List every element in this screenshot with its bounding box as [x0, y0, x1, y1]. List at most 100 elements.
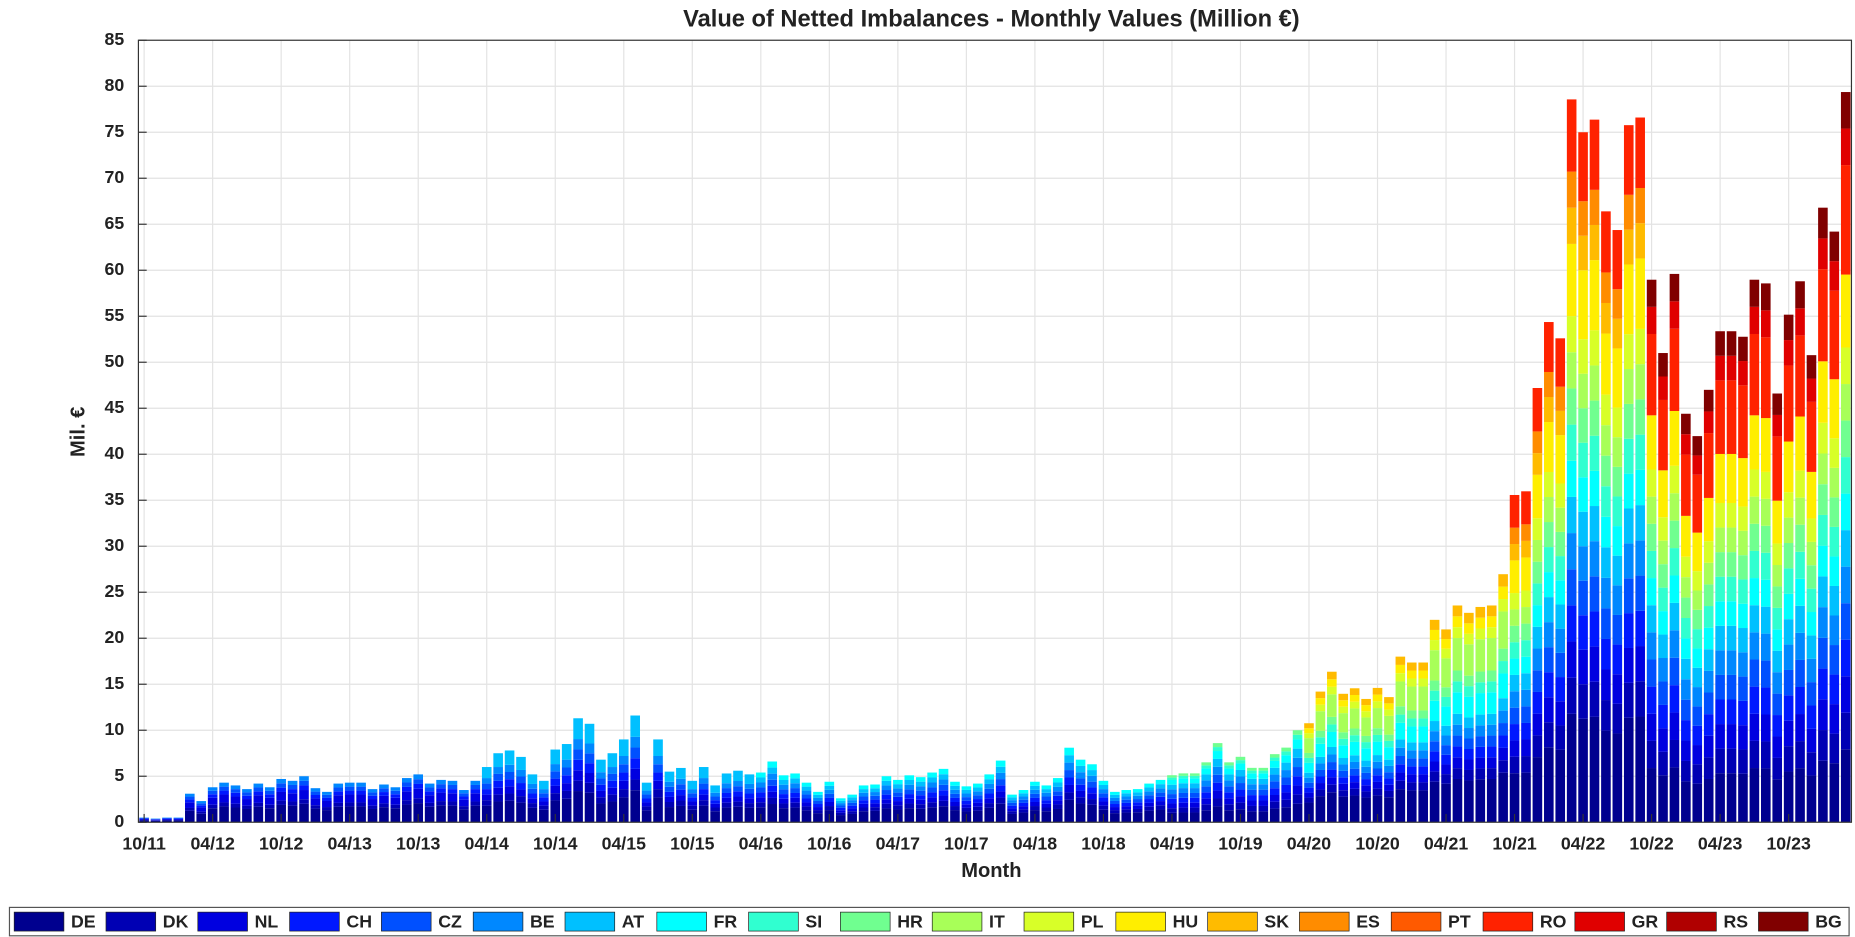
bar-segment	[938, 779, 949, 785]
bar-segment	[1281, 807, 1291, 823]
bar-segment	[1452, 778, 1463, 823]
bar-segment	[550, 778, 561, 786]
bar-segment	[1783, 543, 1794, 569]
bar-segment	[1315, 756, 1326, 764]
bar-segment	[756, 772, 766, 778]
bar-segment	[1612, 614, 1623, 645]
bar-segment	[1406, 758, 1417, 767]
bar-segment	[756, 782, 766, 788]
bar-segment	[1612, 466, 1623, 497]
bar-segment	[1635, 610, 1645, 647]
bar-segment	[1509, 691, 1520, 708]
bar-segment	[1715, 502, 1725, 528]
bar-segment	[1178, 775, 1189, 779]
bar-segment	[1235, 776, 1246, 784]
bar-segment	[1281, 755, 1291, 763]
bar-segment	[1098, 801, 1109, 806]
bar-segment	[1829, 645, 1840, 675]
bar-segment	[835, 798, 846, 801]
bar-segment	[904, 784, 915, 790]
bar-segment	[1201, 768, 1212, 775]
bar-segment	[185, 793, 195, 797]
bar-segment	[1292, 748, 1303, 758]
bar-segment	[1452, 627, 1463, 639]
bar-segment	[1418, 710, 1428, 719]
bar-segment	[413, 788, 424, 799]
bar-segment	[310, 805, 321, 809]
bar-segment	[1098, 797, 1109, 802]
bar-segment	[1692, 436, 1703, 456]
bar-segment	[687, 805, 698, 810]
bar-segment	[1566, 424, 1577, 461]
bar-segment	[1840, 749, 1851, 823]
bar-segment	[1075, 772, 1086, 779]
bar-segment	[447, 789, 458, 794]
bar-segment	[767, 779, 778, 786]
bar-segment	[1315, 776, 1326, 784]
bar-segment	[1304, 738, 1314, 753]
bar-segment	[1658, 353, 1668, 377]
bar-segment	[984, 783, 995, 789]
bar-segment	[950, 797, 960, 802]
bar-segment	[1532, 518, 1543, 540]
bar-segment	[1361, 717, 1371, 736]
bar-segment	[995, 766, 1006, 773]
bar-segment	[710, 811, 720, 823]
bars	[139, 92, 1851, 823]
bar-segment	[904, 798, 915, 804]
bar-segment	[1646, 768, 1657, 823]
bar-segment	[1795, 605, 1805, 633]
x-tick-label: 04/19	[1150, 833, 1195, 853]
bar-segment	[299, 790, 309, 800]
bar-segment	[1612, 644, 1623, 675]
legend-swatch	[1299, 911, 1350, 932]
bar-segment	[561, 798, 572, 823]
bar-segment	[1589, 646, 1600, 682]
bar-segment	[1395, 714, 1406, 723]
bar-segment	[1372, 795, 1383, 823]
legend-swatch	[197, 911, 248, 932]
bar-segment	[1772, 607, 1783, 630]
bar-segment	[1349, 701, 1360, 709]
bar-segment	[1030, 785, 1040, 790]
bar-segment	[630, 790, 640, 823]
bar-segment	[1566, 99, 1577, 172]
bar-segment	[1007, 800, 1017, 803]
x-tick-label: 04/12	[190, 833, 235, 853]
bar-segment	[413, 803, 424, 823]
bar-segment	[1703, 649, 1714, 671]
bar-segment	[927, 792, 937, 798]
bar-segment	[1429, 700, 1440, 722]
bar-segment	[230, 803, 241, 808]
bar-segment	[973, 795, 983, 800]
bar-segment	[219, 782, 229, 787]
bar-segment	[1795, 416, 1805, 471]
bar-segment	[870, 799, 880, 804]
bar-segment	[1144, 787, 1154, 792]
bar-segment	[1201, 786, 1212, 793]
bar-segment	[1212, 774, 1223, 783]
bar-segment	[1189, 812, 1200, 823]
bar-segment	[1018, 796, 1029, 800]
bar-segment	[1635, 364, 1645, 400]
bar-segment	[1703, 562, 1714, 585]
bar-segment	[1041, 792, 1052, 797]
bar-segment	[1749, 578, 1760, 606]
bar-segment	[1041, 796, 1052, 801]
bar-segment	[1315, 691, 1326, 699]
bar-segment	[173, 819, 184, 820]
bar-segment	[1167, 808, 1177, 813]
bar-segment	[1738, 749, 1748, 774]
bar-segment	[1681, 556, 1691, 578]
bar-segment	[1041, 785, 1052, 790]
bar-segment	[1658, 704, 1668, 729]
bar-segment	[1189, 788, 1200, 793]
bar-segment	[767, 785, 778, 792]
bar-segment	[1749, 659, 1760, 687]
bar-segment	[1601, 547, 1611, 578]
bar-segment	[356, 786, 366, 791]
bar-segment	[1578, 339, 1588, 374]
bar-segment	[196, 807, 207, 812]
bar-segment	[287, 780, 298, 785]
